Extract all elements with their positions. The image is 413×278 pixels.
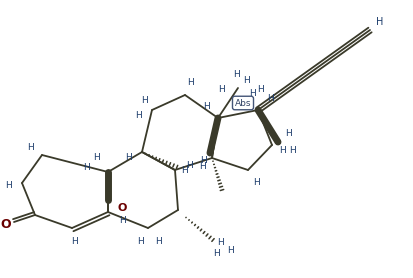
Text: H: H — [119, 215, 126, 225]
Text: H: H — [185, 160, 192, 170]
Text: H: H — [135, 110, 141, 120]
Text: Abs: Abs — [235, 98, 251, 108]
Text: H: H — [213, 249, 219, 259]
Text: H: H — [93, 153, 100, 162]
Text: H: H — [285, 128, 292, 138]
Text: H: H — [203, 101, 209, 110]
Text: H: H — [187, 78, 193, 86]
Text: H: H — [289, 145, 295, 155]
Text: H: H — [199, 155, 206, 165]
Text: H: H — [227, 245, 233, 254]
Text: H: H — [267, 93, 273, 103]
Text: H: H — [218, 85, 224, 93]
Text: O: O — [117, 203, 127, 213]
Text: H: H — [125, 153, 131, 162]
Text: H: H — [5, 180, 12, 190]
Text: H: H — [233, 70, 240, 78]
Text: H: H — [376, 17, 384, 27]
Text: H: H — [137, 237, 143, 245]
Text: H: H — [242, 76, 249, 85]
Text: H: H — [217, 237, 223, 247]
Text: H: H — [253, 177, 259, 187]
Text: H: H — [280, 145, 286, 155]
Text: H: H — [71, 237, 77, 245]
Text: H: H — [140, 96, 147, 105]
Text: H: H — [199, 162, 205, 170]
Text: O: O — [1, 217, 11, 230]
Text: H: H — [26, 143, 33, 152]
Text: H: H — [249, 88, 255, 98]
Text: H: H — [180, 165, 188, 175]
Text: H: H — [83, 163, 89, 172]
Text: H: H — [154, 237, 161, 245]
Text: H: H — [258, 85, 264, 93]
